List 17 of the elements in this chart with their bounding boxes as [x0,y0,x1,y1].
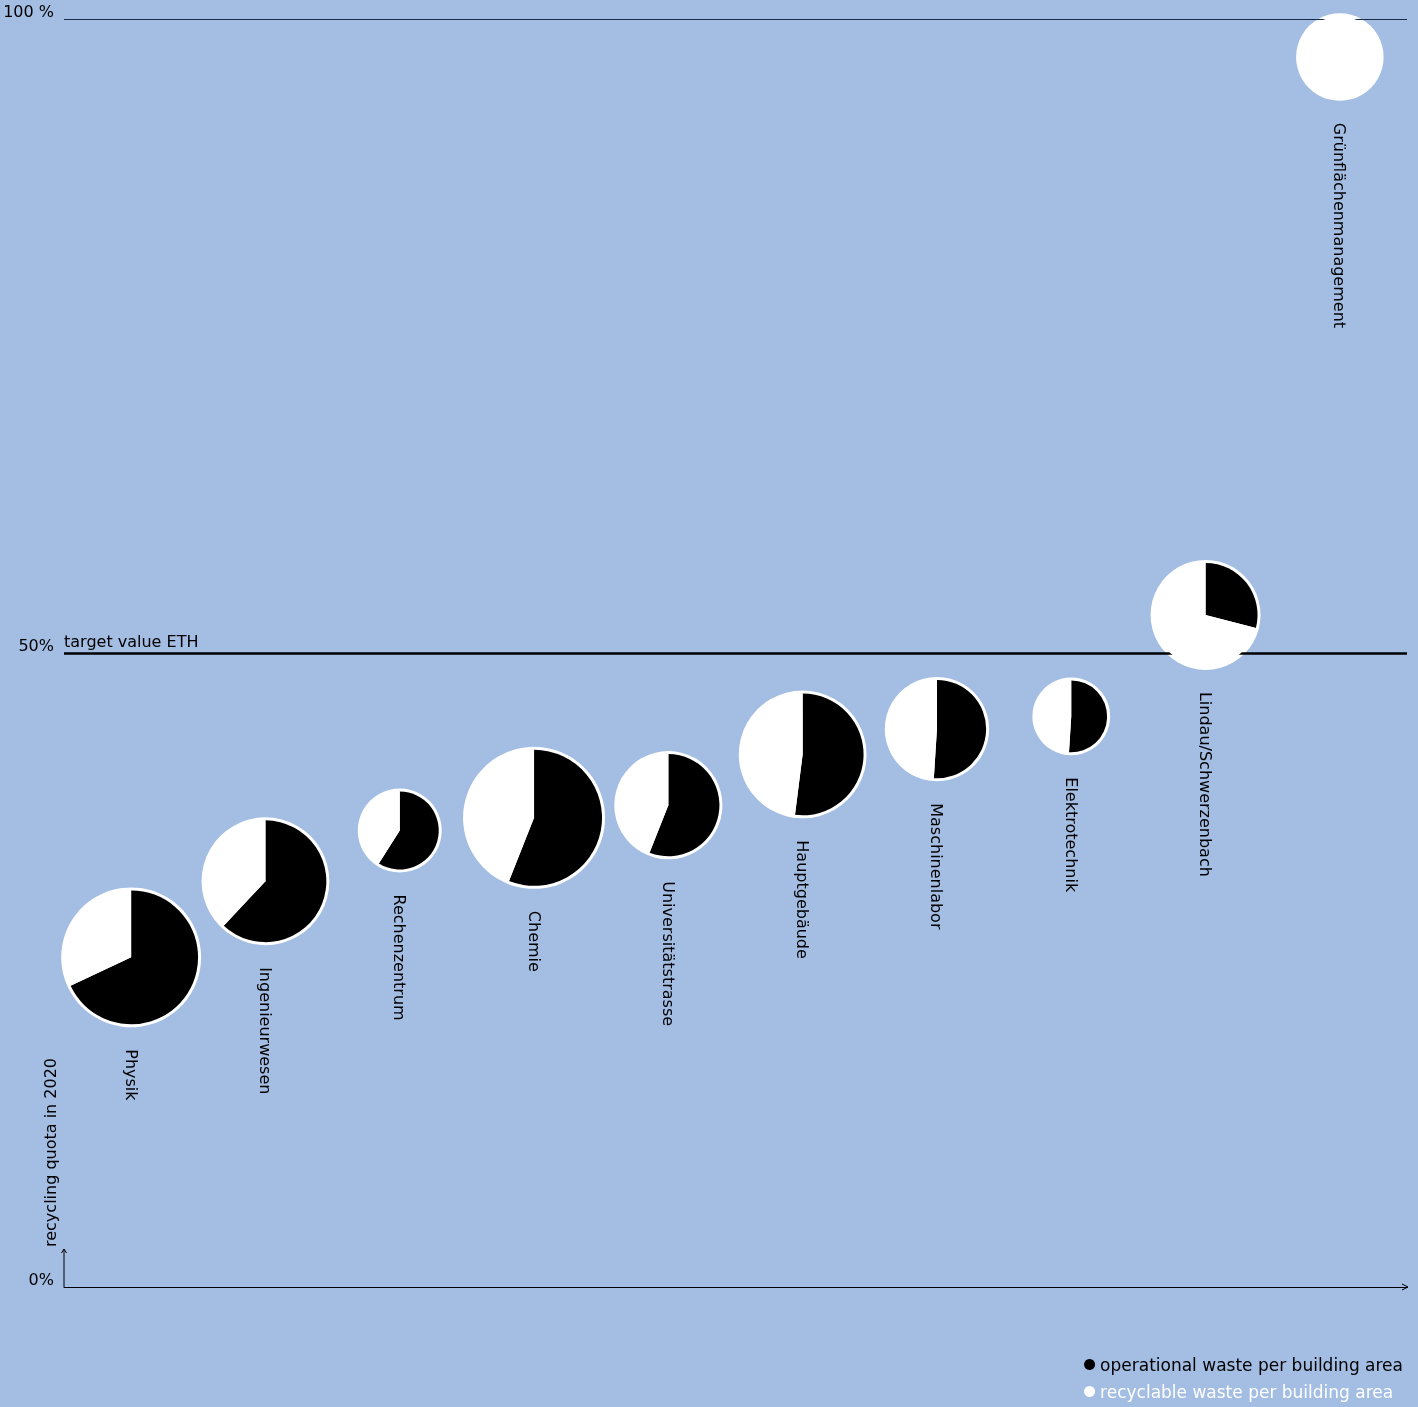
legend-label: operational waste per building area [1100,1354,1403,1375]
text: Lindau/Schwerzenbach [1196,691,1216,877]
text: Physik [121,1049,141,1102]
y-tick-label: 100 % [3,1,54,21]
text: Elektrotechnik [1061,777,1081,893]
y-axis-title: recycling quota in 2020 [40,1057,60,1247]
y-tick-label: 50% [18,635,54,655]
text: Rechenzentrum [390,894,410,1021]
ref-line-label: target value ETH [64,631,199,651]
text: Hauptgebäude [793,840,813,959]
legend-label: recyclable waste per building area [1100,1381,1394,1402]
text: Chemie [524,910,544,972]
text: Universitätstrasse [658,881,678,1027]
y-tick-label: 0% [28,1269,54,1289]
text: Maschinenlabor [927,803,947,930]
text: Grünflächenmanagement [1330,122,1350,329]
text: Ingenieurwesen [255,967,275,1095]
